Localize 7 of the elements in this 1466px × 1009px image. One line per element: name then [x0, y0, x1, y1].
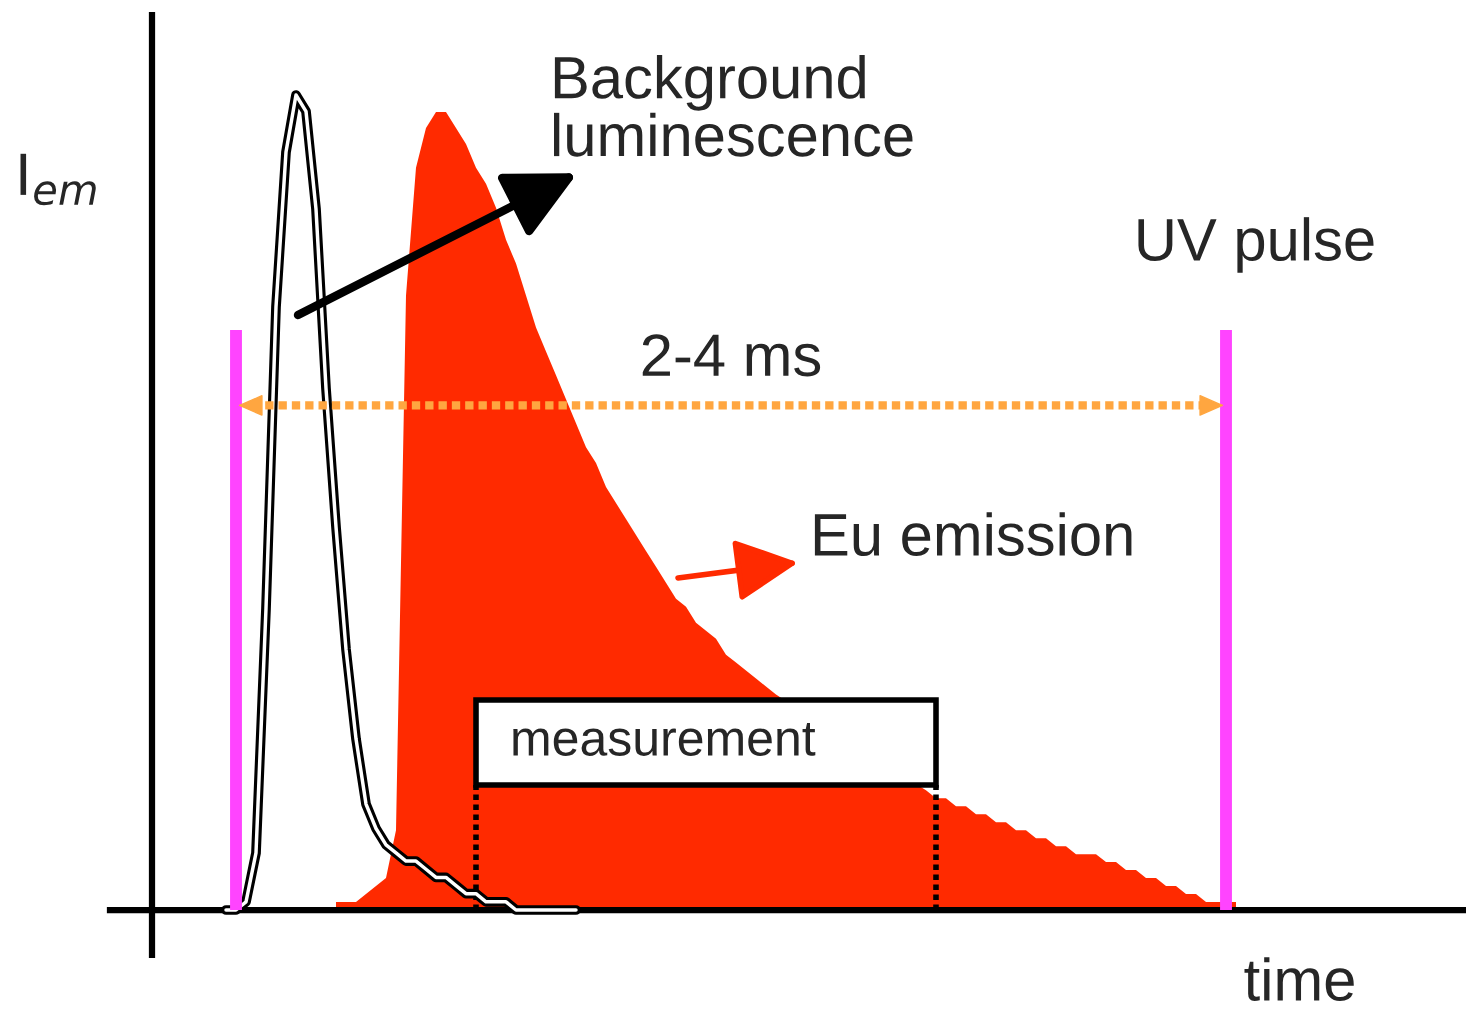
- text: Background luminescence: [554, 55, 913, 157]
- series-label: UV pulse: [1138, 217, 1374, 273]
- legend-label: Eu emission: [814, 512, 1132, 557]
- ref-line-label: 2-4 ms: [642, 334, 821, 377]
- annotation: measurement: [513, 723, 816, 756]
- x-axis-title: time: [1244, 957, 1354, 1002]
- y-axis-title: I$_{em}$: [20, 153, 96, 206]
